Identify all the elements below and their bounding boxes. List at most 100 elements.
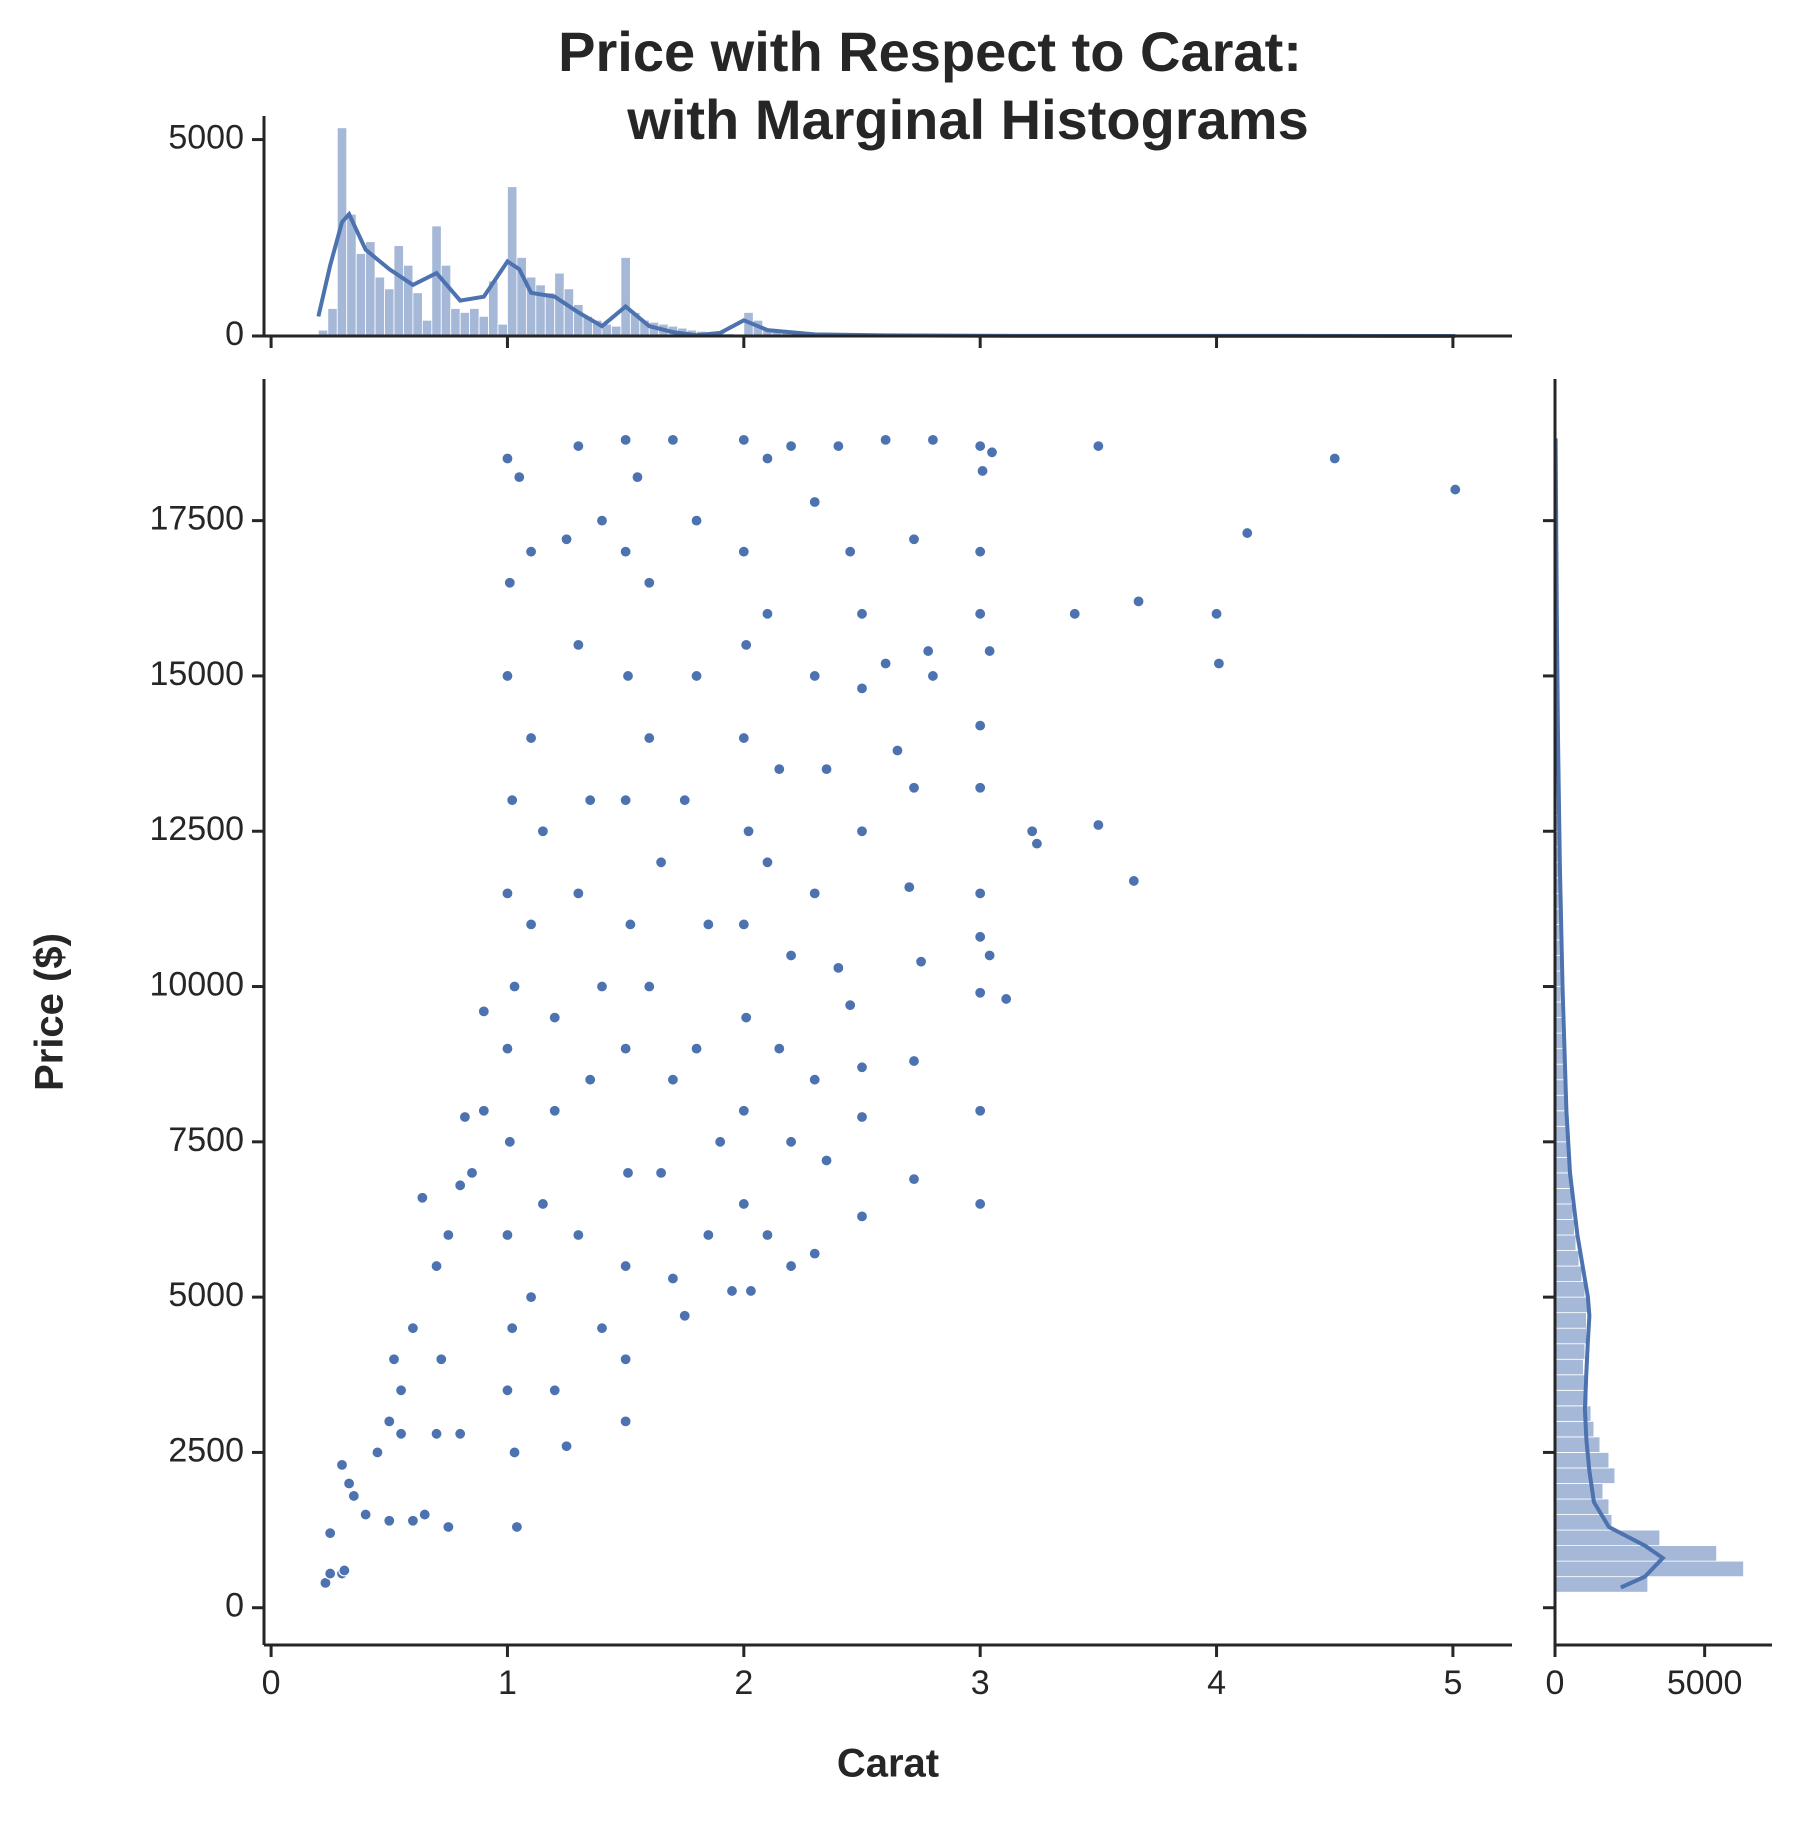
y-tick-label: 0 [225,315,244,353]
scatter-point [430,1259,443,1273]
scatter-point [808,887,821,900]
scatter-point [690,514,703,527]
scatter-point [702,1228,715,1242]
scatter-point [784,1135,798,1148]
scatter-point [784,1259,798,1273]
scatter-point [501,1384,514,1397]
scatter-point [974,781,987,794]
scatter-point [524,545,538,558]
histogram-bar [1554,1374,1586,1391]
histogram-bar [1554,1203,1574,1220]
scatter-point [784,439,798,453]
scatter-point [1127,874,1140,888]
scatter-point [394,1427,408,1440]
histogram-bar [1554,1545,1718,1562]
scatter-point [737,1104,750,1117]
scatter-point [643,980,656,993]
x-tick-label: 4 [1207,1664,1226,1702]
scatter-point [773,1042,786,1055]
histogram-bar [1554,1343,1586,1360]
histogram-bar [1554,1389,1589,1407]
scatter-point [702,918,715,931]
scatter-point [879,657,892,670]
histogram-bar [1554,1296,1589,1314]
scatter-point [907,781,921,794]
scatter-point [678,794,691,807]
scatter-point [974,930,987,943]
scatter-point [690,1042,703,1055]
scatter-point [855,682,869,695]
scatter-point [371,1446,384,1459]
scatter-point [808,495,821,509]
scatter-point [922,644,935,658]
scatter-point [737,545,750,558]
histogram-bar [1554,1312,1587,1329]
scatter-point [524,1291,538,1304]
histogram-bar [1554,1483,1604,1500]
scatter-point [619,1259,632,1273]
scatter-point [914,955,928,968]
histogram-bar [431,225,442,337]
scatter-point [1030,837,1044,850]
histogram-bar [563,288,575,337]
scatter-point [1241,526,1254,540]
scatter-point [359,1508,372,1521]
histogram-bar [440,264,452,337]
scatter-point [820,1154,833,1167]
scatter-point [624,918,637,931]
scatter-point [442,1228,455,1242]
scatter-point [773,763,786,776]
histogram-bar [421,319,433,337]
scatter-point [347,1489,360,1503]
histogram-bar [478,315,489,337]
scatter-point [572,439,585,453]
scatter-point [974,607,987,620]
scatter-point [737,918,750,931]
histogram-bar [1554,1436,1601,1453]
scatter-point [387,1353,401,1366]
scatter-point [974,986,987,999]
scatter-point [508,1446,521,1459]
scatter-point [501,1042,514,1055]
scatter-point [584,1073,597,1086]
scatter-point [855,825,869,838]
scatter-point [342,1477,356,1490]
histogram-bar [374,276,385,337]
scatter-point [501,887,514,900]
scatter-point [879,433,892,446]
scatter-point [324,1567,337,1580]
scatter-point [1449,483,1462,496]
scatter-point [808,669,821,683]
scatter-point [737,1197,750,1211]
scatter-point [907,1173,921,1186]
scatter-point [442,1520,455,1534]
scatter-point [983,644,996,658]
scatter-point [855,1061,869,1074]
histogram-bar [1554,1172,1571,1189]
scatter-point [394,1384,408,1397]
histogram-bar [403,264,414,337]
scatter-point [761,607,774,620]
scatter-point [619,433,632,446]
scatter-point [974,439,987,453]
scatter-point [324,1527,337,1540]
histogram-bar [1554,1234,1577,1251]
scatter-point [631,471,644,484]
scatter-point [584,794,597,807]
scatter-point [454,1179,467,1192]
scatter-point [503,1135,516,1148]
scatter-point [548,1384,561,1397]
histogram-bar [1554,1156,1569,1174]
scatter-point [974,545,987,558]
scatter-point [714,1135,727,1148]
scatter-point [761,856,774,869]
scatter-point [501,669,514,683]
histogram-bar [1554,1125,1568,1143]
scatter-point [654,1166,668,1179]
x-axis-label: Carat [837,1742,939,1786]
histogram-bar [1554,1110,1567,1127]
scatter-point [619,1042,632,1055]
histogram-bar [393,245,404,337]
scatter-point [619,545,632,558]
